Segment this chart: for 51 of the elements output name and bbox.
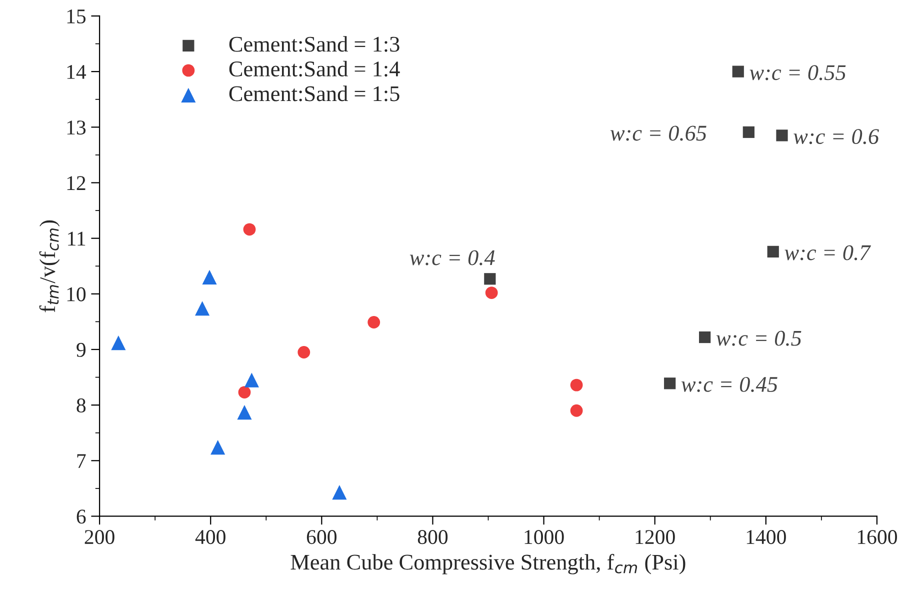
point xyxy=(368,316,380,328)
point xyxy=(244,372,259,388)
point xyxy=(570,378,583,392)
annotation: w:c = 0.4 xyxy=(410,250,495,266)
annotation: w:c = 0.55 xyxy=(750,65,846,80)
x-tick-label: 1200 xyxy=(636,530,675,544)
x-tick-label: 1600 xyxy=(858,530,897,544)
point xyxy=(298,346,310,358)
x-tick-label: 1000 xyxy=(524,530,564,544)
x-tick-label: 1400 xyxy=(746,530,786,544)
y-tick-label: 7 xyxy=(77,454,86,468)
x-tick-label: 200 xyxy=(84,530,114,544)
point xyxy=(742,126,754,138)
y-tick-label: 9 xyxy=(76,342,86,357)
y-tick-label: 8 xyxy=(76,398,86,412)
point xyxy=(238,386,251,398)
x-tick-label: 800 xyxy=(418,530,448,544)
point xyxy=(767,246,779,258)
point xyxy=(484,273,496,285)
point xyxy=(664,378,676,390)
point xyxy=(111,336,126,350)
y-axis-title: f$_{tm}$/v(f$_{cm}$) xyxy=(39,220,60,312)
point xyxy=(202,270,217,285)
y-tick-label: 14 xyxy=(67,65,86,79)
point xyxy=(332,485,347,500)
point xyxy=(485,286,498,299)
point xyxy=(237,405,252,420)
x-axis-title: Mean Cube Compressive Strength, f$_{cm}$ (Psi) xyxy=(290,554,686,574)
point xyxy=(570,404,583,417)
annotation: w:c = 0.6 xyxy=(794,129,879,144)
x-tick-label: 600 xyxy=(306,530,336,544)
legend-label: Cement:Sand = 1:3 xyxy=(229,36,400,52)
y-tick-label: 13 xyxy=(67,120,86,135)
y-tick-label: 6 xyxy=(76,510,86,524)
legend-label: Cement:Sand = 1:4 xyxy=(229,60,400,77)
annotation: w:c = 0.65 xyxy=(610,126,706,141)
legend-label: Cement:Sand = 1:5 xyxy=(229,86,400,102)
point xyxy=(194,301,210,316)
point xyxy=(243,223,256,236)
y-tick-label: 12 xyxy=(67,176,86,190)
annotation: w:c = 0.45 xyxy=(681,376,778,392)
point xyxy=(732,66,744,78)
point xyxy=(210,440,226,455)
y-tick-label: 15 xyxy=(67,9,86,24)
annotation: w:c = 0.7 xyxy=(784,245,871,260)
x-tick-label: 400 xyxy=(195,530,226,544)
y-tick-label: 10 xyxy=(67,287,86,302)
point xyxy=(698,331,711,344)
y-tick-label: 11 xyxy=(68,232,86,246)
annotation: w:c = 0.5 xyxy=(716,330,802,346)
point xyxy=(776,130,788,142)
